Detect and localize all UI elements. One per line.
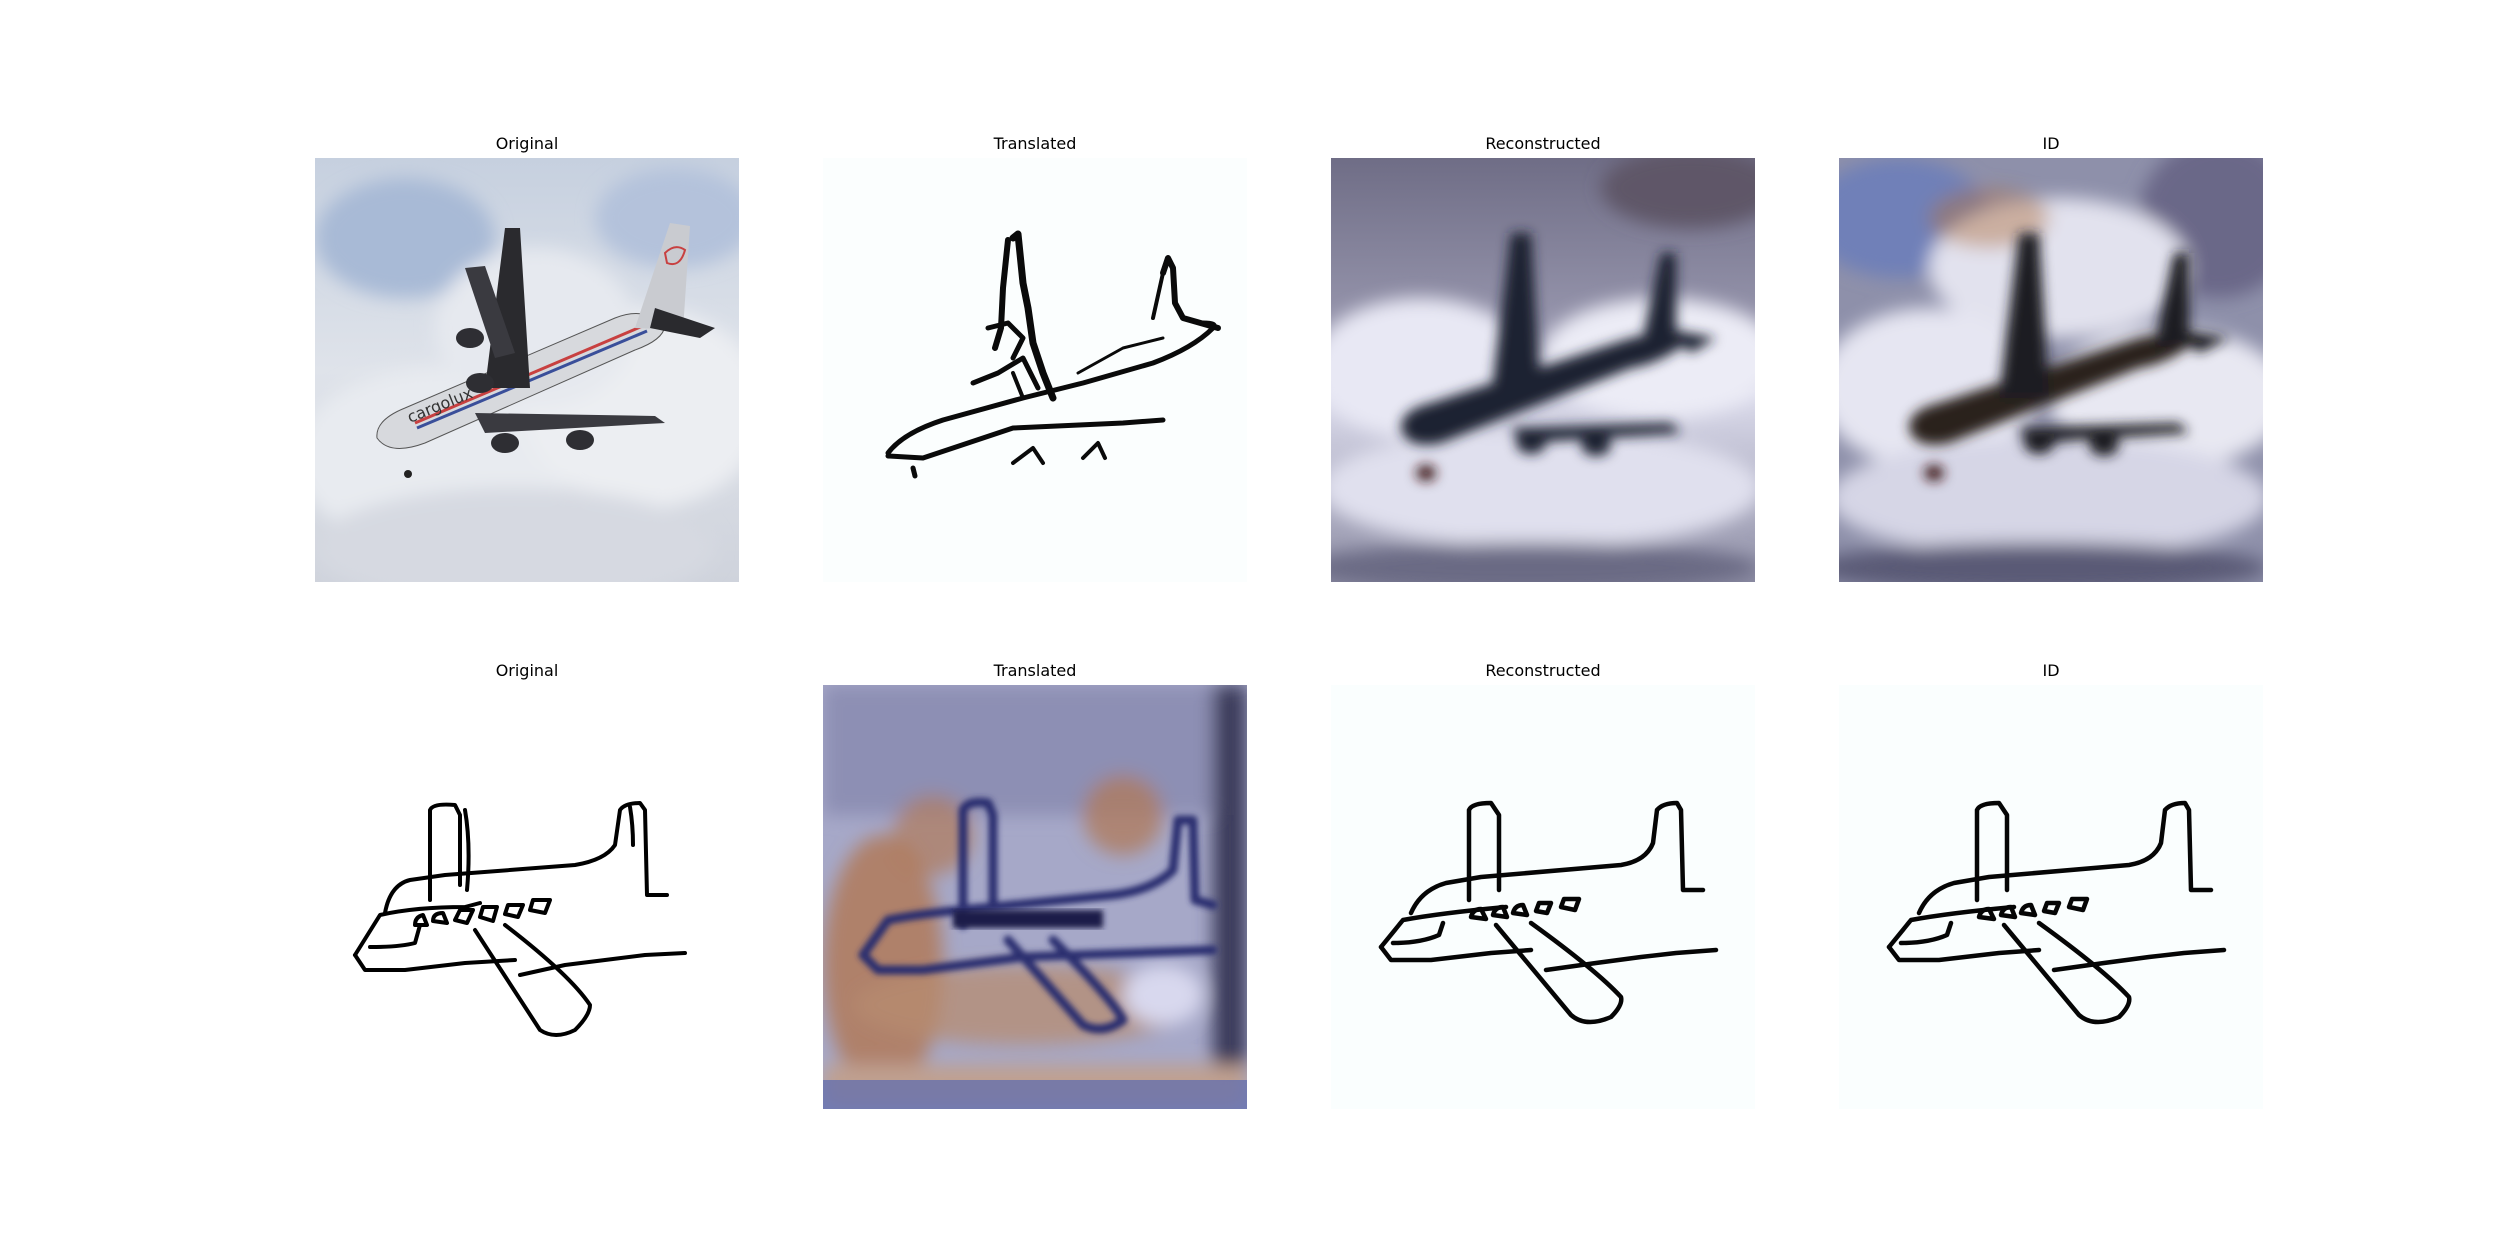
image-original-sketch: [315, 685, 739, 1109]
image-reconstructed-photo: [1331, 158, 1755, 582]
image-reconstructed-sketch: [1331, 685, 1755, 1109]
panel-title-id-bottom: ID: [2042, 661, 2060, 680]
panel-title-original-top: Original: [495, 134, 559, 153]
panel-title-original-bottom: Original: [495, 661, 559, 680]
image-id-sketch: [1839, 685, 2263, 1109]
panel-title-translated-bottom: Translated: [993, 661, 1077, 680]
panel-title-id-top: ID: [2042, 134, 2060, 153]
panel-title-translated-top: Translated: [993, 134, 1077, 153]
image-original-photo: cargolux: [315, 158, 739, 582]
panel-title-reconstructed-top: Reconstructed: [1485, 134, 1601, 153]
image-id-photo: [1839, 158, 2263, 582]
image-translated-sketch: [823, 158, 1247, 582]
panel-title-reconstructed-bottom: Reconstructed: [1485, 661, 1601, 680]
image-translated-photo: [823, 685, 1247, 1109]
